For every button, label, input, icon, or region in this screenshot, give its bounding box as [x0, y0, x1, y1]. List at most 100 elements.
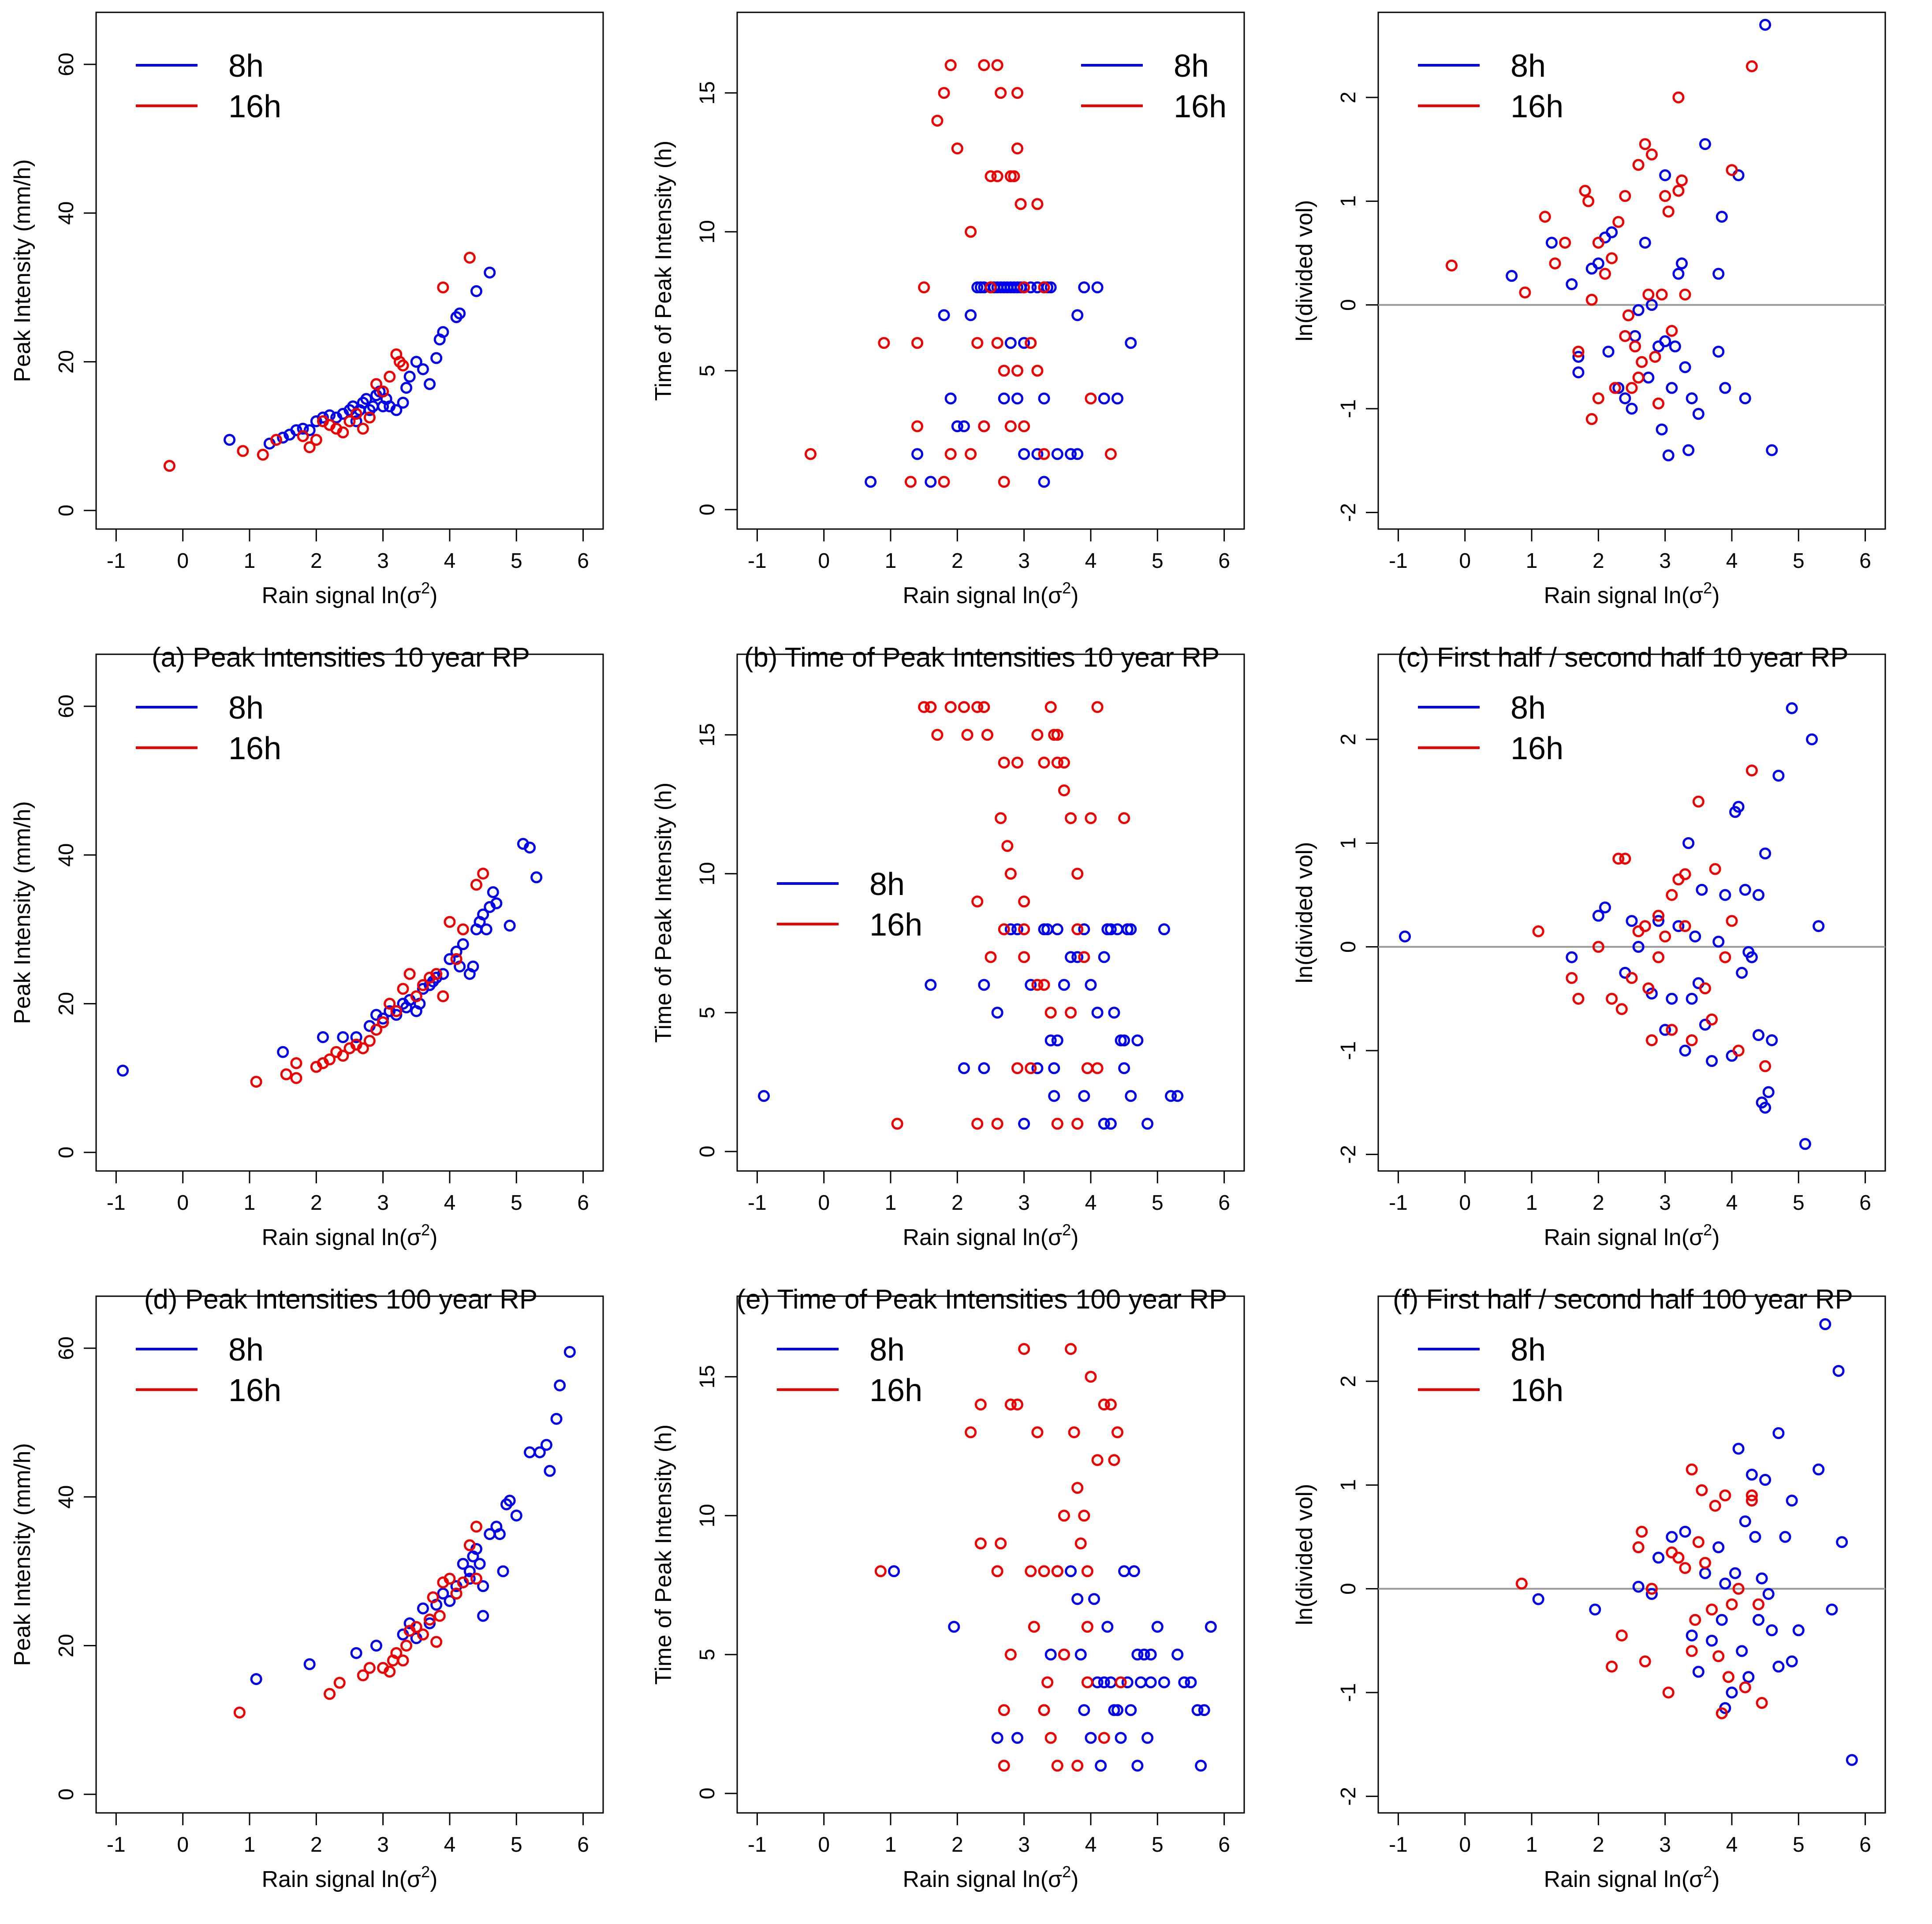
- data-point-16h: [1051, 757, 1063, 769]
- data-point-8h: [1506, 270, 1518, 282]
- data-point-16h: [430, 1636, 443, 1648]
- x-tick-label: 2: [1593, 1191, 1604, 1215]
- data-point-16h: [1662, 1686, 1675, 1699]
- data-point-8h: [1111, 1704, 1123, 1716]
- data-point-16h: [1031, 365, 1044, 377]
- data-point-8h: [1011, 1732, 1024, 1744]
- series-16h: [1515, 1463, 1768, 1719]
- series-8h: [758, 923, 1184, 1130]
- data-point-8h: [1699, 1567, 1711, 1579]
- data-point-16h: [1515, 1577, 1528, 1590]
- data-point-16h: [1666, 1024, 1678, 1036]
- data-point-16h: [1686, 1463, 1698, 1476]
- data-point-16h: [974, 1537, 987, 1550]
- data-point-16h: [1011, 87, 1024, 99]
- data-point-16h: [1572, 346, 1585, 358]
- data-point-8h: [1786, 1495, 1798, 1507]
- x-tick-label: 4: [1085, 549, 1097, 573]
- data-point-8h: [1532, 1593, 1544, 1605]
- data-point-8h: [490, 897, 503, 910]
- data-point-16h: [1739, 1681, 1751, 1693]
- data-point-16h: [1619, 853, 1631, 865]
- data-point-16h: [1071, 923, 1084, 936]
- data-point-16h: [911, 337, 924, 349]
- data-point-16h: [1085, 812, 1097, 824]
- data-point-16h: [397, 1654, 409, 1667]
- series-16h: [163, 251, 476, 472]
- data-point-8h: [1792, 1624, 1805, 1637]
- data-point-8h: [1726, 1050, 1738, 1062]
- data-point-8h: [1071, 309, 1084, 321]
- data-point-16h: [1615, 1629, 1628, 1642]
- data-point-8h: [1836, 1536, 1848, 1548]
- data-point-8h: [1085, 1732, 1097, 1744]
- x-tick-label: 2: [1593, 1833, 1604, 1857]
- data-point-8h: [1766, 1624, 1778, 1637]
- x-tick-label: 3: [377, 1833, 389, 1857]
- data-point-8h: [1145, 1648, 1157, 1661]
- data-point-16h: [1041, 1676, 1054, 1689]
- data-point-8h: [1692, 1666, 1704, 1678]
- data-point-8h: [1666, 992, 1678, 1005]
- data-point-8h: [1011, 392, 1024, 405]
- x-axis-label: Rain signal ln(σ2): [262, 1863, 438, 1892]
- data-point-16h: [1722, 1671, 1734, 1683]
- data-point-8h: [424, 1617, 436, 1629]
- data-point-16h: [1699, 982, 1711, 995]
- data-point-8h: [450, 946, 462, 958]
- data-point-16h: [958, 701, 970, 713]
- data-point-16h: [1051, 1118, 1063, 1130]
- data-point-8h: [1696, 884, 1708, 896]
- data-point-8h: [1104, 923, 1117, 936]
- data-point-16h: [1632, 1541, 1645, 1554]
- data-point-16h: [1091, 1454, 1104, 1466]
- data-point-16h: [1085, 1371, 1097, 1383]
- data-point-8h: [1038, 392, 1050, 405]
- data-point-8h: [951, 420, 963, 433]
- data-point-8h: [1131, 1034, 1144, 1047]
- data-point-16h: [1081, 1565, 1093, 1577]
- data-point-16h: [370, 1024, 383, 1036]
- data-point-16h: [1585, 294, 1598, 306]
- data-point-16h: [1004, 420, 1017, 433]
- series-8h: [1532, 1318, 1858, 1766]
- x-axis-label: Rain signal ln(σ2): [903, 1863, 1079, 1892]
- data-point-16h: [400, 1640, 413, 1652]
- data-point-8h: [1645, 299, 1658, 311]
- series-16h: [891, 701, 1130, 1130]
- data-point-8h: [524, 841, 536, 854]
- data-point-8h: [1031, 448, 1044, 460]
- data-point-16h: [290, 1057, 302, 1069]
- data-point-8h: [1098, 1676, 1110, 1689]
- data-point-16h: [1636, 1525, 1648, 1538]
- data-point-8h: [1141, 1118, 1154, 1130]
- data-point-8h: [1759, 19, 1772, 31]
- data-point-8h: [1085, 979, 1097, 991]
- legend-label-16h: 16h: [869, 1373, 922, 1408]
- data-point-16h: [1599, 268, 1611, 280]
- x-axis-label: Rain signal ln(σ2): [903, 579, 1079, 608]
- data-point-8h: [1662, 449, 1675, 462]
- data-point-8h: [467, 960, 479, 973]
- data-point-16h: [1649, 350, 1661, 363]
- y-axis-label: ln(divided vol): [1292, 1484, 1317, 1626]
- data-point-16h: [1519, 286, 1531, 298]
- data-point-8h: [350, 1647, 362, 1659]
- data-point-16h: [1699, 1557, 1711, 1569]
- data-point-16h: [1028, 1621, 1040, 1633]
- data-point-16h: [427, 1591, 439, 1603]
- data-point-16h: [1659, 930, 1671, 943]
- data-point-16h: [433, 1610, 446, 1622]
- data-point-8h: [480, 923, 492, 936]
- data-point-8h: [1592, 910, 1604, 922]
- data-point-8h: [1125, 1704, 1137, 1716]
- y-tick-label: 40: [55, 201, 78, 225]
- panel-caption: (a) Peak Intensities 10 year RP: [152, 642, 530, 673]
- x-tick-label: -1: [1389, 1833, 1408, 1857]
- data-point-16h: [991, 170, 1003, 183]
- data-point-8h: [317, 411, 329, 424]
- data-point-8h: [1716, 1614, 1728, 1626]
- data-point-16h: [390, 1005, 403, 1017]
- data-point-8h: [1692, 408, 1704, 420]
